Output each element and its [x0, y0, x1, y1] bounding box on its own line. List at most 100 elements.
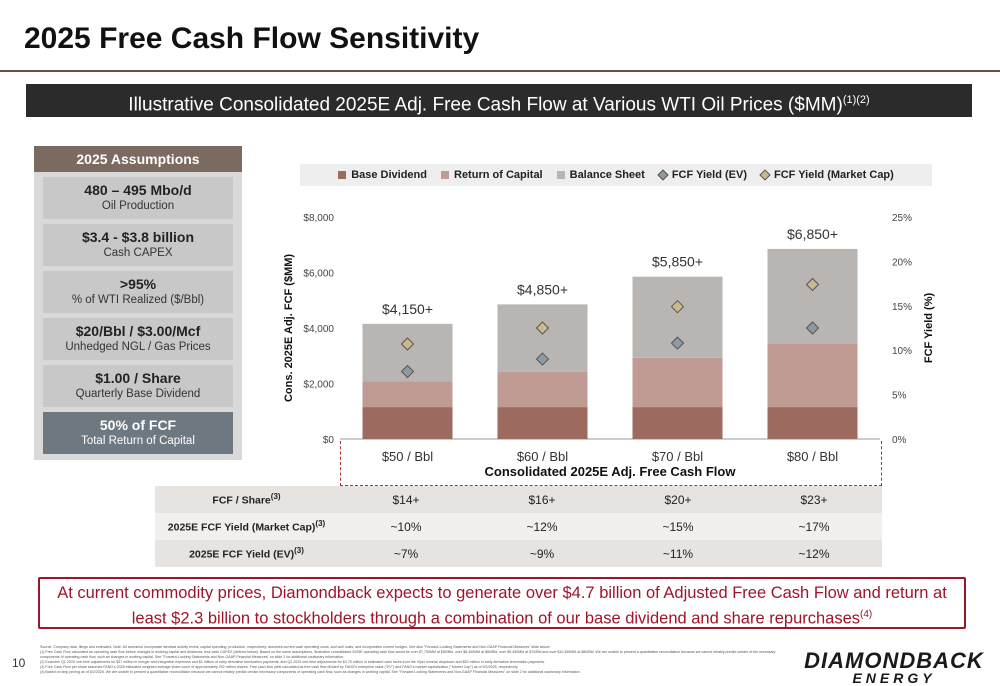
- assumption-base-dividend: $1.00 / Share Quarterly Base Dividend: [43, 365, 233, 407]
- assumption-value: $1.00 / Share: [95, 370, 181, 386]
- y-tick-label: $4,000: [303, 324, 334, 335]
- assumption-label: % of WTI Realized ($/Bbl): [71, 294, 205, 306]
- title-divider: [0, 70, 1000, 72]
- assumption-value: >95%: [119, 276, 157, 292]
- marker-fcf-yield-ev: [805, 321, 820, 335]
- footnote: (4) Based on strip pricing as of 5/2/202…: [40, 670, 581, 674]
- callout-footnote-ref: (4): [860, 609, 873, 620]
- chart-legend: Base Dividend Return of Capital Balance …: [300, 164, 932, 186]
- marker-fcf-yield-mc: [535, 321, 550, 335]
- y-tick-label: $8,000: [303, 213, 334, 224]
- footnote: (2) Excludes Q1 2025 one-time adjustment…: [40, 660, 546, 664]
- footnote: (1) Free Cash Flow calculated as operati…: [40, 650, 776, 659]
- assumption-label: Cash CAPEX: [103, 247, 173, 259]
- y-right-tick-label: 15%: [892, 302, 912, 313]
- legend-label: Return of Capital: [454, 169, 543, 181]
- x-axis-title: Consolidated 2025E Adj. Free Cash Flow: [484, 464, 736, 479]
- table-cell: $23+: [800, 492, 828, 507]
- assumption-value: $3.4 - $3.8 billion: [81, 229, 195, 245]
- table-cell: ~11%: [662, 546, 694, 561]
- y-tick-label: $2,000: [303, 380, 334, 391]
- table-cell: $20+: [664, 492, 692, 507]
- legend-base-dividend: Base Dividend: [338, 169, 427, 181]
- bar-total-label: $4,150+: [382, 301, 433, 317]
- marker-fcf-yield-mc: [805, 277, 820, 292]
- bar-return-of-capital: [497, 371, 588, 408]
- assumption-label: Unhedged NGL / Gas Prices: [65, 341, 211, 353]
- assumption-ngl-gas: $20/Bbl / $3.00/Mcf Unhedged NGL / Gas P…: [43, 318, 233, 360]
- legend-swatch: [441, 171, 449, 179]
- assumption-value: $20/Bbl / $3.00/Mcf: [75, 323, 201, 339]
- assumption-label: Quarterly Base Dividend: [75, 388, 201, 400]
- row-label-text: 2025E FCF Yield (Market Cap): [167, 521, 316, 534]
- assumption-wti-realized: >95% % of WTI Realized ($/Bbl): [43, 271, 233, 313]
- y-right-tick-label: 0%: [892, 435, 907, 446]
- y-tick-label: $0: [323, 435, 335, 446]
- callout-text: At current commodity prices, Diamondback…: [57, 584, 947, 628]
- fcf-chart: $0 $2,000 $4,000 $6,000 $8,000 0% 5% 10% 15% 20% 2…: [283, 213, 935, 464]
- marker-fcf-yield-mc: [400, 337, 415, 351]
- assumption-label: Total Return of Capital: [81, 435, 195, 447]
- table-row: FCF / Share(3) $14+ $16+ $20+ $23+: [155, 486, 882, 513]
- assumption-value: 50% of FCF: [99, 417, 177, 433]
- bar-total-label: $5,850+: [652, 254, 703, 270]
- x-tick-label: $70 / Bbl: [652, 449, 703, 464]
- bar-return-of-capital: [362, 381, 453, 408]
- assumptions-header: 2025 Assumptions: [34, 146, 242, 172]
- assumption-return-of-capital: 50% of FCF Total Return of Capital: [43, 412, 233, 454]
- page-number: 10: [12, 656, 26, 670]
- footnote: (3) Free Cash Flow per share assumes FAN…: [40, 665, 519, 669]
- table-cell: ~12%: [526, 519, 558, 534]
- legend-label: Balance Sheet: [569, 169, 645, 181]
- chart-banner: Illustrative Consolidated 2025E Adj. Fre…: [26, 84, 972, 117]
- table-cell: ~10%: [390, 519, 422, 534]
- chart-highlight-frame: [340, 441, 882, 486]
- bar-base-dividend: [767, 407, 858, 439]
- assumption-label: Oil Production: [101, 200, 175, 212]
- legend-diamond-icon: [657, 169, 669, 181]
- table-row: 2025E FCF Yield (Market Cap)(3) ~10% ~12…: [155, 513, 882, 540]
- table-cell: ~7%: [393, 546, 419, 561]
- row-label: FCF / Share(3): [155, 492, 338, 507]
- banner-footnote-ref: (1)(2): [842, 94, 870, 106]
- bar-base-dividend: [497, 407, 588, 439]
- table-cell: ~12%: [798, 546, 830, 561]
- y-tick-label: $6,000: [303, 269, 334, 280]
- marker-fcf-yield-ev: [535, 352, 550, 366]
- row-label-text: FCF / Share: [212, 494, 271, 507]
- bar-base-dividend: [362, 407, 453, 439]
- bar-base-dividend: [632, 407, 723, 439]
- x-tick-label: $80 / Bbl: [787, 449, 838, 464]
- legend-diamond-icon: [759, 169, 771, 181]
- row-footnote-ref: (3): [294, 546, 304, 556]
- legend-return-of-capital: Return of Capital: [441, 169, 543, 181]
- table-cell: $16+: [528, 492, 556, 507]
- row-footnote-ref: (3): [270, 492, 281, 502]
- logo-wordmark: DIAMONDBACK: [804, 648, 984, 673]
- bar-total-label: $4,850+: [517, 281, 568, 297]
- bar-total-label: $6,850+: [787, 226, 838, 242]
- marker-fcf-yield-mc: [670, 299, 685, 314]
- table-row: 2025E FCF Yield (EV)(3) ~7% ~9% ~11% ~12…: [155, 540, 882, 567]
- bar-return-of-capital: [632, 357, 723, 408]
- footnote: Source: Company data, filings and estima…: [40, 645, 551, 649]
- legend-swatch: [338, 171, 347, 179]
- table-cell: ~17%: [798, 519, 830, 534]
- legend-balance-sheet: Balance Sheet: [556, 169, 645, 181]
- marker-fcf-yield-ev: [670, 336, 685, 350]
- y-axis-title: Cons. 2025E Adj. FCF ($MM): [283, 254, 295, 402]
- table-cell: $14+: [392, 492, 420, 507]
- y-right-tick-label: 5%: [892, 391, 907, 402]
- assumption-cash-capex: $3.4 - $3.8 billion Cash CAPEX: [43, 224, 233, 266]
- legend-swatch: [556, 171, 565, 179]
- footnotes: Source: Company data, filings and estima…: [40, 645, 780, 675]
- legend-fcf-yield-mc: FCF Yield (Market Cap): [759, 169, 894, 181]
- row-label: 2025E FCF Yield (Market Cap)(3): [155, 519, 338, 534]
- bar-return-of-capital: [767, 343, 858, 408]
- legend-fcf-yield-ev: FCF Yield (EV): [657, 169, 747, 181]
- row-label: 2025E FCF Yield (EV)(3): [155, 546, 338, 561]
- y-right-tick-label: 10%: [892, 346, 912, 357]
- assumptions-panel: 2025 Assumptions 480 – 495 Mbo/d Oil Pro…: [34, 146, 242, 460]
- x-tick-label: $50 / Bbl: [382, 449, 433, 464]
- row-label-text: 2025E FCF Yield (EV): [189, 548, 295, 561]
